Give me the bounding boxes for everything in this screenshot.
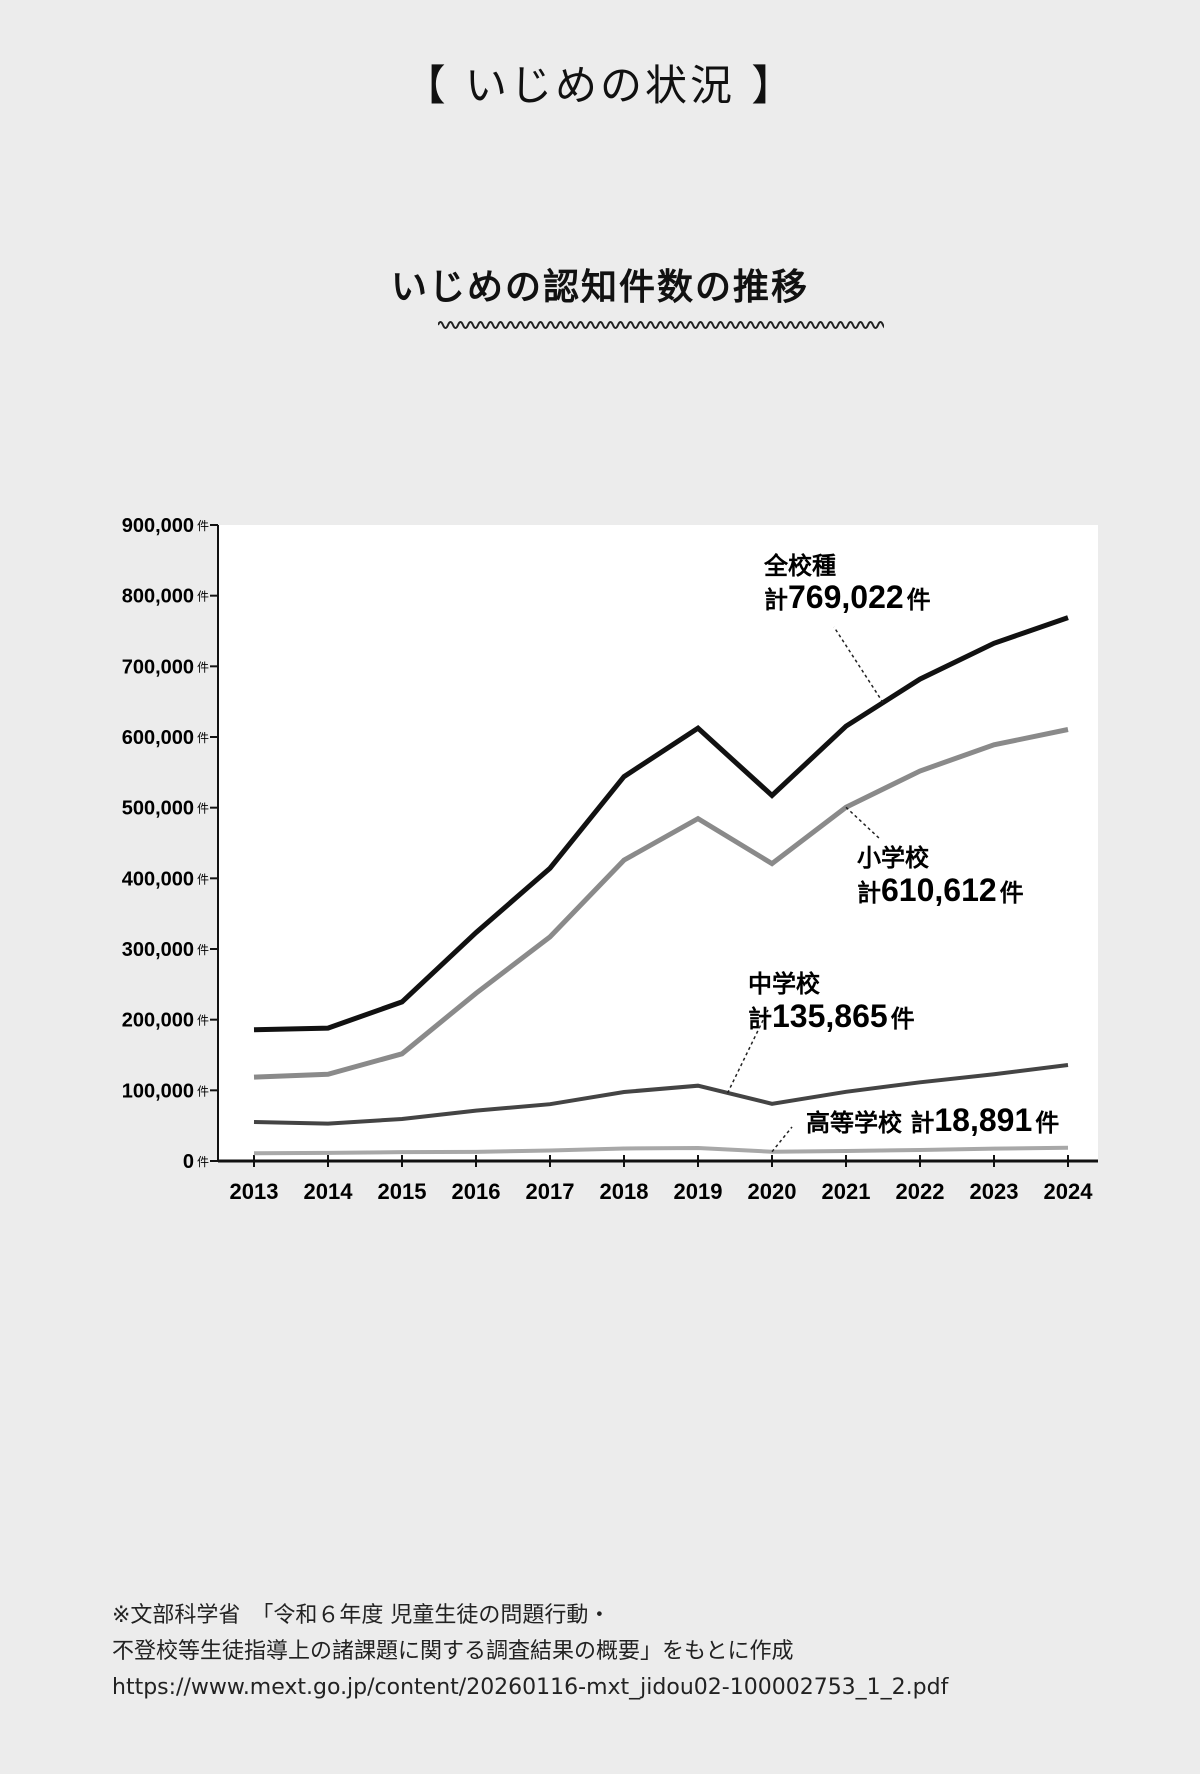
x-tick-label: 2016: [452, 1179, 501, 1204]
x-tick-label: 2024: [1044, 1179, 1094, 1204]
annotation-value: 18,891: [934, 1102, 1032, 1138]
y-tick-unit: 件: [197, 943, 209, 957]
chart-title: いじめの認知件数の推移: [390, 267, 809, 308]
series-line-高等学校: [253, 1145, 1069, 1156]
y-tick-label: 200,000: [122, 1010, 194, 1032]
annotation-prefix: 計: [910, 1109, 934, 1137]
annotation-unit: 件: [907, 586, 931, 614]
annotation-total: 計135,865 件: [748, 998, 915, 1034]
y-tick-unit: 件: [197, 1084, 209, 1098]
y-tick-unit: 件: [197, 1014, 209, 1028]
y-tick-label: 400,000: [122, 868, 194, 890]
annotation-name: 小学校: [857, 844, 930, 872]
annotation-name: 中学校: [748, 970, 821, 998]
y-tick-unit: 件: [197, 660, 209, 674]
annotation-prefix: 計: [857, 879, 881, 907]
annotation-prefix: 計: [764, 586, 788, 614]
source-url[interactable]: https://www.mext.go.jp/content/20260116-…: [112, 1675, 949, 1700]
annotation-高等学校: 高等学校 計18,891 件: [806, 1102, 1059, 1138]
series-line-小学校: [253, 727, 1069, 1080]
x-tick-label: 2019: [674, 1179, 723, 1204]
annotation-unit: 件: [1035, 1109, 1059, 1137]
series-line-中学校: [253, 1063, 1069, 1126]
x-tick-label: 2015: [378, 1179, 427, 1204]
y-tick-unit: 件: [197, 802, 209, 816]
title-underline-wave: [438, 321, 884, 329]
y-tick-label: 300,000: [122, 939, 194, 961]
source-line-2: 不登校等生徒指導上の諸課題に関する調査結果の概要」をもとに作成: [112, 1639, 794, 1664]
y-tick-unit: 件: [197, 1155, 209, 1169]
annotation-total: 計610,612 件: [857, 872, 1024, 908]
y-tick-label: 500,000: [122, 798, 194, 820]
annotation-value: 769,022: [788, 579, 904, 615]
annotation-total: 計769,022 件: [764, 579, 931, 615]
annotation-value: 135,865: [772, 998, 888, 1034]
annotation-unit: 件: [891, 1005, 915, 1033]
x-tick-label: 2021: [822, 1179, 871, 1204]
y-tick-label: 900,000: [122, 515, 194, 537]
source-line-1: ※文部科学省 「令和６年度 児童生徒の問題行動・: [112, 1603, 611, 1628]
y-tick-unit: 件: [197, 872, 209, 886]
x-tick-label: 2023: [970, 1179, 1019, 1204]
y-tick-label: 0: [183, 1151, 194, 1173]
annotation-name: 高等学校: [806, 1109, 910, 1137]
annotation-unit: 件: [1000, 879, 1024, 907]
x-tick-label: 2013: [230, 1179, 279, 1204]
y-tick-unit: 件: [197, 519, 209, 533]
series-line-全校種: [253, 615, 1069, 1033]
source-note: ※文部科学省 「令和６年度 児童生徒の問題行動・ 不登校等生徒指導上の諸課題に関…: [112, 1598, 948, 1706]
x-tick-label: 2018: [600, 1179, 649, 1204]
leader-line: [771, 1126, 793, 1153]
x-tick-label: 2020: [748, 1179, 797, 1204]
y-tick-unit: 件: [197, 590, 209, 604]
annotation-name: 全校種: [763, 552, 836, 580]
y-tick-unit: 件: [197, 731, 209, 745]
x-tick-label: 2022: [896, 1179, 945, 1204]
x-tick-label: 2017: [526, 1179, 575, 1204]
annotation-total: 高等学校 計18,891 件: [806, 1102, 1059, 1138]
y-tick-label: 800,000: [122, 586, 194, 608]
annotation-value: 610,612: [881, 872, 997, 908]
annotation-prefix: 計: [748, 1005, 772, 1033]
y-tick-label: 700,000: [122, 656, 194, 678]
page-header: 【 いじめの状況 】: [403, 61, 797, 110]
y-tick-label: 600,000: [122, 727, 194, 749]
leader-line: [845, 806, 881, 840]
x-tick-label: 2014: [304, 1179, 354, 1204]
y-tick-label: 100,000: [122, 1080, 194, 1102]
